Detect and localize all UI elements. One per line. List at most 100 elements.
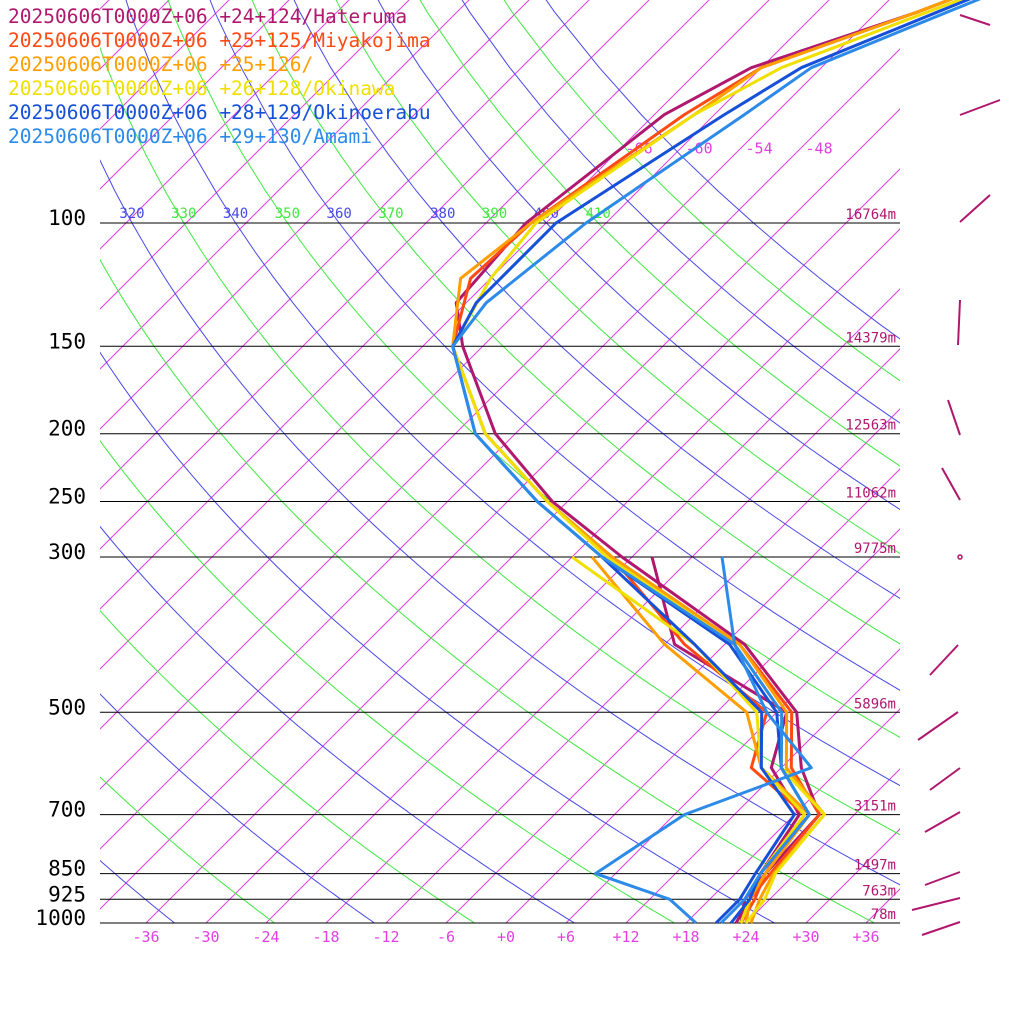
legend-entry: 20250606T0000Z+06 +25+126/ bbox=[8, 53, 314, 76]
height-label: 14379m bbox=[845, 330, 896, 346]
isotherm bbox=[445, 468, 900, 923]
dry-adiabat bbox=[100, 439, 675, 923]
dry-adiabat bbox=[100, 776, 275, 923]
isotherm bbox=[100, 0, 530, 430]
dry-adiabat bbox=[125, 0, 900, 787]
dry-adiabat bbox=[100, 351, 775, 923]
dry-adiabat bbox=[335, 0, 900, 555]
pressure-label: 200 bbox=[48, 417, 86, 441]
pressure-label: 250 bbox=[48, 485, 86, 509]
dry-adiabat bbox=[100, 693, 375, 923]
wind-barb bbox=[929, 644, 959, 676]
isotherm bbox=[926, 0, 1024, 923]
isotherm bbox=[100, 0, 590, 490]
pressure-label: 1000 bbox=[35, 906, 86, 930]
pressure-label: 500 bbox=[48, 695, 86, 719]
dry-adiabat bbox=[100, 525, 575, 923]
wind-barb bbox=[924, 871, 961, 886]
pressure-label: 925 bbox=[48, 882, 86, 906]
dry-adiabat bbox=[293, 0, 900, 599]
legend-entry: 20250606T0000Z+06 +26+128/Okinawa bbox=[8, 77, 396, 100]
isotherm-label: -60 bbox=[686, 139, 713, 157]
wind-barb bbox=[921, 921, 961, 936]
isotherm bbox=[625, 648, 900, 923]
dry-adiabat bbox=[377, 0, 900, 511]
theta-label: 340 bbox=[223, 206, 248, 222]
height-label: 763m bbox=[862, 883, 896, 899]
dewpoint-line bbox=[600, 555, 796, 925]
x-tick-label: -36 bbox=[132, 928, 159, 946]
pressure-label: 700 bbox=[48, 798, 86, 822]
dry-adiabat bbox=[209, 0, 900, 691]
isotherm bbox=[986, 0, 1024, 923]
theta-label: 330 bbox=[171, 206, 196, 222]
dry-adiabat bbox=[167, 0, 900, 739]
wind-barb bbox=[924, 811, 961, 833]
theta-label: 370 bbox=[378, 206, 403, 222]
wind-barb bbox=[947, 399, 961, 436]
pressure-label: 100 bbox=[48, 206, 86, 230]
x-tick-label: +24 bbox=[732, 928, 759, 946]
dry-adiabat bbox=[419, 0, 900, 467]
pressure-label: 150 bbox=[48, 329, 86, 353]
legend-entry: 20250606T0000Z+06 +24+124/Hateruma bbox=[8, 5, 408, 28]
isotherm bbox=[100, 108, 900, 910]
wind-barb bbox=[959, 99, 1001, 116]
isotherm-label: -48 bbox=[806, 139, 833, 157]
pressure-label: 300 bbox=[48, 540, 86, 564]
calm-wind-marker bbox=[957, 554, 963, 560]
isotherm bbox=[145, 168, 900, 923]
temperature-line bbox=[451, 0, 982, 925]
isotherm bbox=[325, 348, 900, 923]
isotherm-label: -54 bbox=[746, 139, 773, 157]
x-tick-label: -12 bbox=[372, 928, 399, 946]
dry-adiabat bbox=[100, 159, 900, 886]
x-tick-label: -30 bbox=[192, 928, 219, 946]
wind-barb bbox=[941, 467, 961, 501]
isotherm bbox=[505, 528, 900, 923]
theta-label: 390 bbox=[482, 206, 507, 222]
x-tick-label: +0 bbox=[497, 928, 515, 946]
wind-barb bbox=[957, 299, 961, 346]
height-label: 9775m bbox=[854, 541, 896, 557]
wind-barb bbox=[959, 14, 991, 26]
isotherm bbox=[265, 288, 900, 923]
isotherm bbox=[805, 828, 900, 923]
isotherm bbox=[385, 408, 900, 923]
height-label: 12563m bbox=[845, 418, 896, 434]
chart-axes: 100 16764m 150 14379m 200 12563m 250 11062m 300 9… bbox=[35, 139, 900, 946]
wind-barb bbox=[959, 194, 991, 223]
x-tick-label: +6 bbox=[557, 928, 575, 946]
x-tick-label: -24 bbox=[252, 928, 279, 946]
theta-label: 320 bbox=[119, 206, 144, 222]
x-tick-label: -18 bbox=[312, 928, 339, 946]
dewpoint-line bbox=[593, 556, 813, 925]
theta-label: 380 bbox=[430, 206, 455, 222]
height-label: 1497m bbox=[854, 858, 896, 874]
theta-label: 350 bbox=[275, 206, 300, 222]
height-label: 78m bbox=[871, 907, 896, 923]
isotherm bbox=[685, 708, 900, 923]
height-label: 16764m bbox=[845, 207, 896, 223]
isotherm bbox=[100, 0, 650, 550]
pressure-label: 850 bbox=[48, 857, 86, 881]
dry-adiabat bbox=[100, 609, 475, 923]
dry-adiabat bbox=[100, 859, 175, 923]
chart-legend: 20250606T0000Z+06 +24+124/Hateruma 202506… bbox=[8, 5, 431, 149]
wind-barbs bbox=[911, 14, 1001, 936]
isotherm bbox=[100, 0, 890, 790]
x-tick-label: +12 bbox=[612, 928, 639, 946]
height-label: 5896m bbox=[854, 696, 896, 712]
x-tick-label: +18 bbox=[672, 928, 699, 946]
chart-series bbox=[451, 0, 982, 925]
x-tick-label: +36 bbox=[852, 928, 879, 946]
isotherm bbox=[100, 0, 470, 370]
wind-barb bbox=[911, 897, 961, 911]
dry-adiabat bbox=[251, 0, 900, 645]
wind-barb bbox=[917, 711, 959, 741]
dry-adiabat bbox=[461, 0, 900, 424]
isotherm bbox=[100, 0, 830, 730]
isotherm bbox=[205, 228, 900, 923]
legend-entry: 20250606T0000Z+06 +29+130/Amami bbox=[8, 125, 372, 148]
